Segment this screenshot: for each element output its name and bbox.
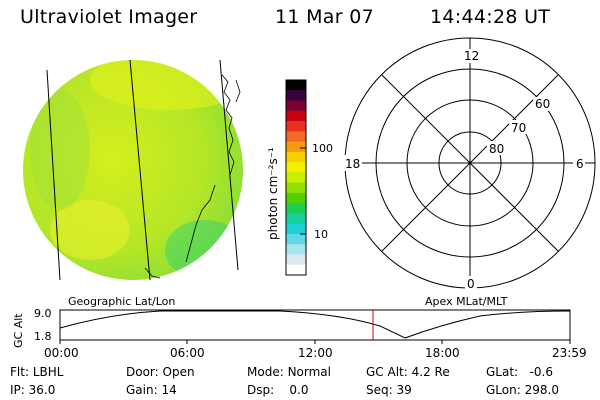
ip-field: IP: 36.0: [10, 383, 55, 397]
colorbar-segment: [286, 172, 306, 184]
gain-value: 14: [161, 383, 177, 397]
geographic-meridian-line: [219, 59, 239, 271]
mode-label: Mode:: [247, 365, 284, 379]
observation-date: 11 Mar 07: [275, 6, 374, 28]
lat-label-60: 60: [535, 97, 550, 111]
instrument-title: Ultraviolet Imager: [20, 6, 198, 28]
colorbar-segment: [286, 121, 306, 132]
colorbar-segment: [286, 213, 306, 225]
colorbar-segment: [286, 141, 306, 153]
mlt-label-6: 6: [576, 157, 584, 171]
altitude-x-ticks: [59, 340, 571, 344]
x-tick-label: 06:00: [170, 346, 205, 360]
dsp-value: 0.0: [289, 383, 309, 397]
door-label: Door:: [126, 365, 159, 379]
gc-alt-field: GC Alt: 4.2 Re: [366, 365, 450, 379]
gain-label: Gain:: [126, 383, 158, 397]
glat-value: -0.6: [529, 365, 553, 379]
colorbar: [285, 79, 307, 276]
colorbar-segment: [286, 162, 306, 173]
sequence-value: 39: [396, 383, 412, 397]
observation-time: 14:44:28 UT: [430, 6, 551, 28]
colorbar-tick-100: 100: [312, 142, 333, 155]
sequence-field: Seq: 39: [366, 383, 412, 397]
gc-alt-value: 4.2 Re: [411, 365, 450, 379]
sequence-label: Seq:: [366, 383, 393, 397]
altitude-right-caption: Apex MLat/MLT: [425, 295, 508, 308]
filter-value: LBHL: [32, 365, 64, 379]
altitude-ymin-label: 1.8: [34, 330, 52, 343]
geographic-meridian-line: [129, 59, 151, 281]
glat-field: GLat: -0.6: [486, 365, 553, 379]
colorbar-segment: [286, 264, 306, 276]
filter-label: Flt:: [10, 365, 29, 379]
x-tick-label: 12:00: [298, 346, 333, 360]
colorbar-segment: [286, 254, 306, 266]
x-tick-label: 23:59: [552, 346, 587, 360]
coastline: [144, 267, 161, 279]
dsp-field: Dsp: 0.0: [247, 383, 309, 397]
glat-label: GLat:: [486, 365, 519, 379]
mlt-label-0: 0: [467, 277, 475, 291]
glon-value: 298.0: [524, 383, 559, 397]
lat-label-80: 80: [489, 142, 504, 156]
geographic-meridian-line: [46, 69, 61, 281]
glon-field: GLon: 298.0: [486, 383, 559, 397]
altitude-left-caption: Geographic Lat/Lon: [68, 295, 175, 308]
colorbar-segment: [286, 100, 306, 112]
mlt-label-12: 12: [464, 49, 479, 63]
colorbar-segment: [286, 233, 306, 245]
colorbar-segment: [286, 223, 306, 235]
colorbar-frame: [285, 79, 307, 276]
x-tick-label: 00:00: [44, 346, 79, 360]
mlt-label-18: 18: [345, 157, 360, 171]
colorbar-segment: [286, 182, 306, 194]
ip-value: 36.0: [28, 383, 56, 397]
colorbar-segment: [286, 244, 306, 256]
coastline: [235, 79, 241, 103]
colorbar-segment: [286, 203, 306, 215]
colorbar-segment: [286, 192, 306, 204]
colorbar-segment: [286, 110, 306, 122]
filter-field: Flt: LBHL: [10, 365, 63, 379]
colorbar-tick-10: 10: [314, 228, 328, 241]
mode-field: Mode: Normal: [247, 365, 331, 379]
lat-label-70: 70: [511, 121, 526, 135]
altitude-ymax-label: 9.0: [34, 307, 52, 320]
ip-label: IP:: [10, 383, 25, 397]
colorbar-segment: [286, 131, 306, 143]
glon-label: GLon:: [486, 383, 521, 397]
coastline: [221, 74, 235, 176]
colorbar-segment: [286, 80, 306, 91]
door-value: Open: [162, 365, 195, 379]
dsp-label: Dsp:: [247, 383, 275, 397]
polar-grid: [344, 37, 596, 289]
colorbar-label: photon cm⁻²s⁻¹: [266, 147, 280, 240]
colorbar-segment: [286, 151, 306, 163]
altitude-ylabel: GC Alt: [12, 313, 25, 348]
door-field: Door: Open: [126, 365, 195, 379]
altitude-orbit-curve: [59, 310, 571, 339]
gain-field: Gain: 14: [126, 383, 177, 397]
colorbar-segment: [286, 90, 306, 102]
gc-alt-label: GC Alt:: [366, 365, 408, 379]
coastline: [185, 184, 216, 263]
mode-value: Normal: [287, 365, 331, 379]
x-tick-label: 18:00: [425, 346, 460, 360]
